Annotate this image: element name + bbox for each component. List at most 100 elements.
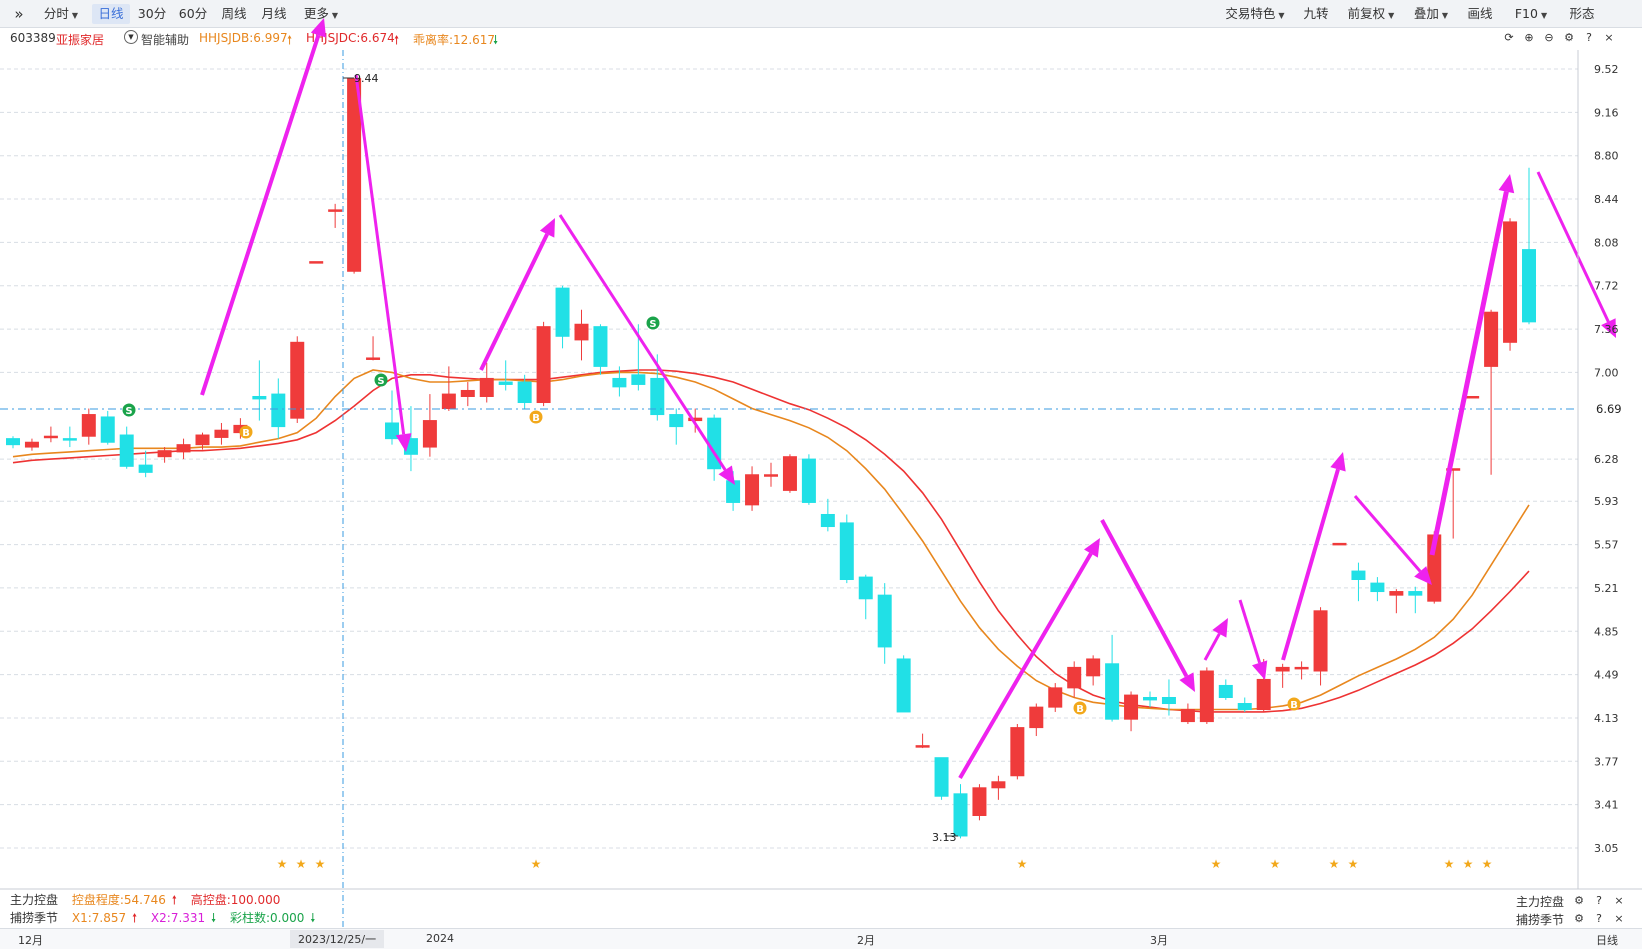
adjust-price-menu[interactable]: 前复权 ▼ xyxy=(1340,4,1402,24)
chevron-down-icon: ▼ xyxy=(1441,11,1449,20)
candle xyxy=(81,408,96,445)
price-tick-label: 4.13 xyxy=(1594,712,1619,725)
trade-feature-menu[interactable]: 交易特色 ▼ xyxy=(1218,4,1292,24)
candle xyxy=(896,655,911,713)
price-tick-label: 4.49 xyxy=(1594,669,1619,682)
arrow-up-icon: 🠕 xyxy=(287,33,293,47)
candle xyxy=(688,408,703,433)
period-weekly[interactable]: 周线 xyxy=(221,6,247,21)
chevron-down-icon: ▼ xyxy=(71,11,79,20)
menu-label: 前复权 xyxy=(1347,6,1386,21)
indicator-info-bar: 603389 亚振家居 ▼ 智能辅助 HHJSJDB:6.997 🠕 HHJSJ… xyxy=(0,28,1580,50)
close-icon[interactable]: × xyxy=(1604,31,1614,44)
period-daily[interactable]: 日线 xyxy=(92,4,130,24)
f10-menu[interactable]: F10 ▼ xyxy=(1504,4,1558,24)
period-minute[interactable]: 分时 ▼ xyxy=(34,4,88,24)
gear-icon[interactable]: ⚙ xyxy=(1564,31,1574,44)
candle-body xyxy=(896,658,911,713)
cursor-date-label: 2023/12/25/一 xyxy=(290,930,385,948)
candle-body xyxy=(1465,395,1480,399)
star-icon: ★ xyxy=(1444,857,1455,871)
period-label: 分时 xyxy=(43,6,69,21)
candle xyxy=(1294,661,1309,680)
candle-body xyxy=(1351,570,1366,581)
help-icon[interactable]: ? xyxy=(1596,912,1602,925)
candle-body xyxy=(1105,663,1120,720)
overlay-menu[interactable]: 叠加 ▼ xyxy=(1406,4,1456,24)
candle xyxy=(328,203,343,228)
candle-body xyxy=(460,389,475,397)
candle xyxy=(1218,679,1233,700)
candle-body xyxy=(24,441,39,448)
draw-line-button[interactable]: 画线 xyxy=(1467,6,1493,21)
candle xyxy=(1010,723,1025,780)
candle-body xyxy=(1180,709,1195,723)
candle-body xyxy=(1275,666,1290,672)
candle xyxy=(176,438,191,460)
expand-sidebar-icon[interactable]: » xyxy=(14,5,24,23)
moving-averages xyxy=(12,369,1530,713)
candle xyxy=(214,422,229,445)
ma-fast-line xyxy=(12,369,1530,711)
buy-signal-icon: B xyxy=(529,410,543,424)
menu-label: 叠加 xyxy=(1413,6,1439,21)
candle-body xyxy=(1086,658,1101,677)
star-icon: ★ xyxy=(296,857,307,871)
candle-body xyxy=(1332,542,1347,546)
candle xyxy=(24,438,39,451)
candle-body xyxy=(1067,666,1082,689)
period-more[interactable]: 更多 ▼ xyxy=(298,4,344,24)
period-monthly[interactable]: 月线 xyxy=(261,6,287,21)
candle xyxy=(1465,395,1480,399)
candle xyxy=(517,374,532,409)
candle xyxy=(422,394,437,457)
candle xyxy=(593,324,608,375)
price-tick-label: 8.44 xyxy=(1594,193,1619,206)
candle xyxy=(858,574,873,620)
smart-assist-label[interactable]: 智能辅助 xyxy=(141,33,190,47)
nine-turn-button[interactable]: 九转 xyxy=(1303,6,1329,21)
chart-decorations: S S S B B B B ★ ★ ★ ★ ★ ★ ★ ★ ★ ★ ★ ★ xyxy=(0,50,1578,928)
arrow-head xyxy=(1084,538,1100,558)
candle-body xyxy=(782,456,797,491)
star-icon: ★ xyxy=(1463,857,1474,871)
chart-grid xyxy=(0,68,1578,849)
candle-body xyxy=(195,434,210,446)
gear-icon[interactable]: ⚙ xyxy=(1574,894,1584,907)
current-price-tag: 6.69 xyxy=(1596,402,1622,416)
candle xyxy=(1048,683,1063,712)
candle-body xyxy=(631,374,646,385)
arrow-shaft xyxy=(1429,191,1509,556)
candle-body xyxy=(100,416,115,443)
arrow-shaft xyxy=(1353,495,1422,573)
zoom-in-icon[interactable]: ⊕ xyxy=(1524,31,1534,44)
candle-body xyxy=(252,395,267,400)
bar-count-value: 彩柱数:0.000 xyxy=(230,911,305,925)
candle-body xyxy=(1256,678,1271,711)
candle-body xyxy=(593,326,608,367)
candle xyxy=(1503,218,1518,351)
period-label: 日线 xyxy=(1596,934,1618,947)
chevron-down-icon[interactable]: ▼ xyxy=(124,30,138,44)
refresh-icon[interactable]: ⟳ xyxy=(1504,31,1514,44)
help-icon[interactable]: ? xyxy=(1596,894,1602,907)
close-icon[interactable]: × xyxy=(1614,894,1624,907)
period-30min[interactable]: 30分 xyxy=(137,6,167,21)
candle-body xyxy=(1370,582,1385,593)
help-icon[interactable]: ? xyxy=(1586,31,1592,44)
arrow-shaft xyxy=(1100,519,1189,678)
candle xyxy=(100,410,115,445)
arrow-head xyxy=(1330,452,1346,472)
pattern-button[interactable]: 形态 xyxy=(1569,6,1595,21)
time-axis: 12月 2023/12/25/一 2024 2月 3月 日线 xyxy=(0,928,1642,949)
gear-icon[interactable]: ⚙ xyxy=(1574,912,1584,925)
zoom-out-icon[interactable]: ⊖ xyxy=(1544,31,1554,44)
arrow-shaft xyxy=(1238,599,1262,664)
close-icon[interactable]: × xyxy=(1614,912,1624,925)
candle xyxy=(1105,634,1120,722)
candle-body xyxy=(1143,696,1157,701)
sell-signal-icon-shape xyxy=(374,373,388,387)
period-60min[interactable]: 60分 xyxy=(178,6,208,21)
candle xyxy=(138,450,153,478)
